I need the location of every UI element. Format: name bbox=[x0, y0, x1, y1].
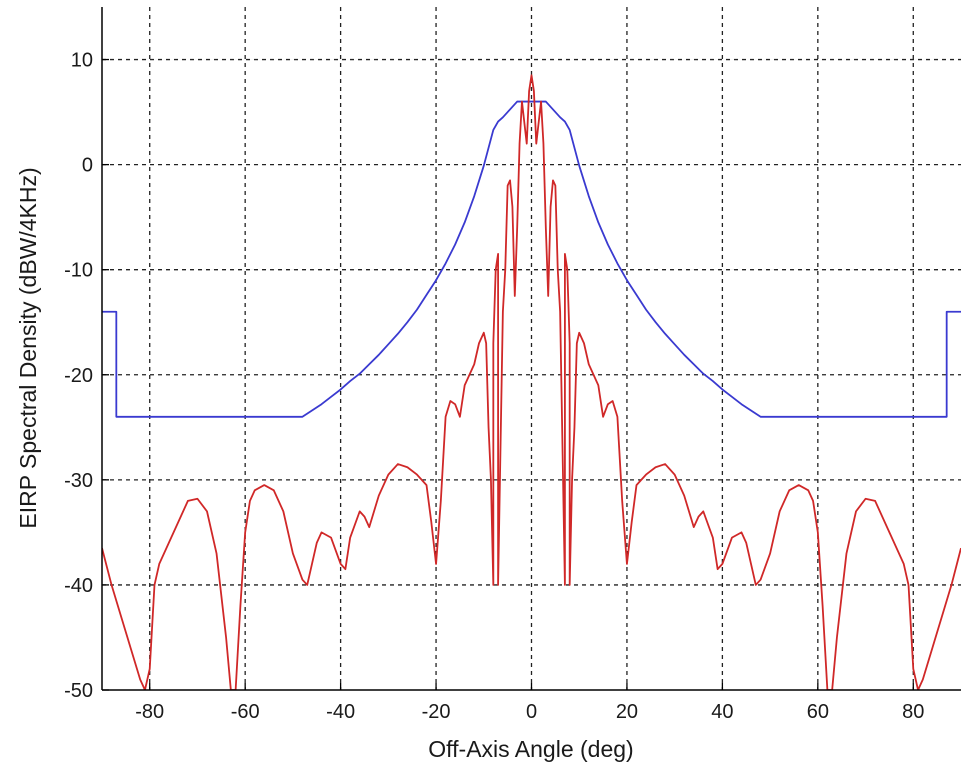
grid bbox=[102, 7, 961, 690]
y-tick-label: 10 bbox=[71, 50, 93, 72]
x-axis-label: Off-Axis Angle (deg) bbox=[428, 736, 633, 762]
series-layer bbox=[102, 74, 961, 690]
x-tick-label: 20 bbox=[616, 701, 638, 723]
y-tick-label: -30 bbox=[64, 470, 93, 492]
y-tick-label: -20 bbox=[64, 365, 93, 387]
series-line-2 bbox=[102, 74, 961, 690]
y-tick-label: 0 bbox=[82, 155, 93, 177]
x-tick-label: 40 bbox=[711, 701, 733, 723]
y-axis-label: EIRP Spectral Density (dBW/4KHz) bbox=[15, 167, 41, 528]
x-tick-label: -80 bbox=[135, 701, 164, 723]
y-tick-label: -40 bbox=[64, 575, 93, 597]
axes bbox=[101, 7, 961, 691]
x-tick-label: 80 bbox=[902, 701, 924, 723]
x-tick-label: 0 bbox=[526, 701, 537, 723]
x-tick-label: -60 bbox=[231, 701, 260, 723]
series-line-1 bbox=[102, 100, 961, 418]
x-tick-label: -20 bbox=[422, 701, 451, 723]
y-tick-label: -50 bbox=[64, 680, 93, 702]
x-tick-label: -40 bbox=[326, 701, 355, 723]
y-tick-label: -10 bbox=[64, 260, 93, 282]
x-tick-label: 60 bbox=[807, 701, 829, 723]
